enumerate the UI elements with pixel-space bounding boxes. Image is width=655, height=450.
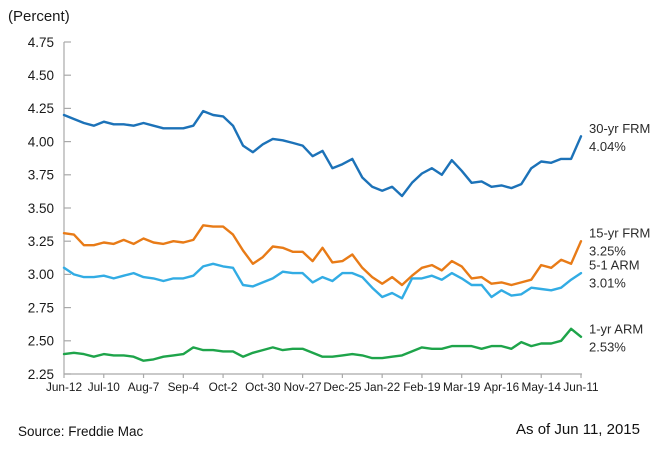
x-tick-label: May-14	[522, 380, 562, 394]
series-value-label-1-yr-arm: 2.53%	[589, 339, 626, 354]
series-line-1-yr-arm	[62, 327, 583, 362]
series-name-label-30-yr-frm: 30-yr FRM	[589, 121, 650, 136]
x-tick-label: Feb-19	[403, 380, 440, 394]
x-tick-label: Nov-27	[284, 380, 322, 394]
y-tick-label: 3.00	[28, 267, 54, 282]
source-credit: Source: Freddie Mac	[18, 424, 144, 439]
x-tick-label: Apr-16	[484, 380, 520, 394]
series-line-5-1-arm	[62, 262, 583, 300]
x-tick-label: Sep-4	[168, 380, 200, 394]
y-tick-label: 3.50	[28, 201, 54, 216]
x-tick-label: Jan-22	[364, 380, 400, 394]
x-tick-label: Mar-19	[443, 380, 480, 394]
series-value-label-30-yr-frm: 4.04%	[589, 139, 626, 154]
x-tick-label: Aug-7	[128, 380, 159, 394]
y-tick-label: 2.50	[28, 334, 54, 349]
series-name-label-5-1-arm: 5-1 ARM	[589, 258, 640, 273]
y-tick-label: 2.25	[28, 367, 54, 382]
y-tick-label: 4.00	[28, 134, 54, 149]
series-value-label-15-yr-frm: 3.25%	[589, 244, 626, 259]
y-axis-unit-title: (Percent)	[8, 8, 70, 25]
series-name-label-1-yr-arm: 1-yr ARM	[589, 321, 643, 336]
y-tick-label: 2.75	[28, 300, 54, 315]
y-tick-label: 3.75	[28, 168, 54, 183]
series-line-30-yr-frm	[62, 109, 583, 198]
as-of-date: As of Jun 11, 2015	[516, 421, 640, 438]
x-tick-label: Jul-10	[88, 380, 121, 394]
series-line-15-yr-frm	[62, 224, 583, 287]
y-tick-label: 4.25	[28, 101, 54, 116]
y-tick-label: 4.75	[28, 35, 54, 50]
series-name-label-15-yr-frm: 15-yr FRM	[589, 226, 650, 241]
x-tick-label: Dec-25	[323, 380, 361, 394]
x-tick-label: Oct-2	[209, 380, 238, 394]
x-tick-label: Oct-30	[245, 380, 281, 394]
y-tick-label: 4.50	[28, 68, 54, 83]
x-tick-label: Jun-12	[46, 380, 82, 394]
series-value-label-5-1-arm: 3.01%	[589, 276, 626, 291]
x-tick-label: Jun-11	[563, 380, 598, 394]
y-tick-label: 3.25	[28, 234, 54, 249]
